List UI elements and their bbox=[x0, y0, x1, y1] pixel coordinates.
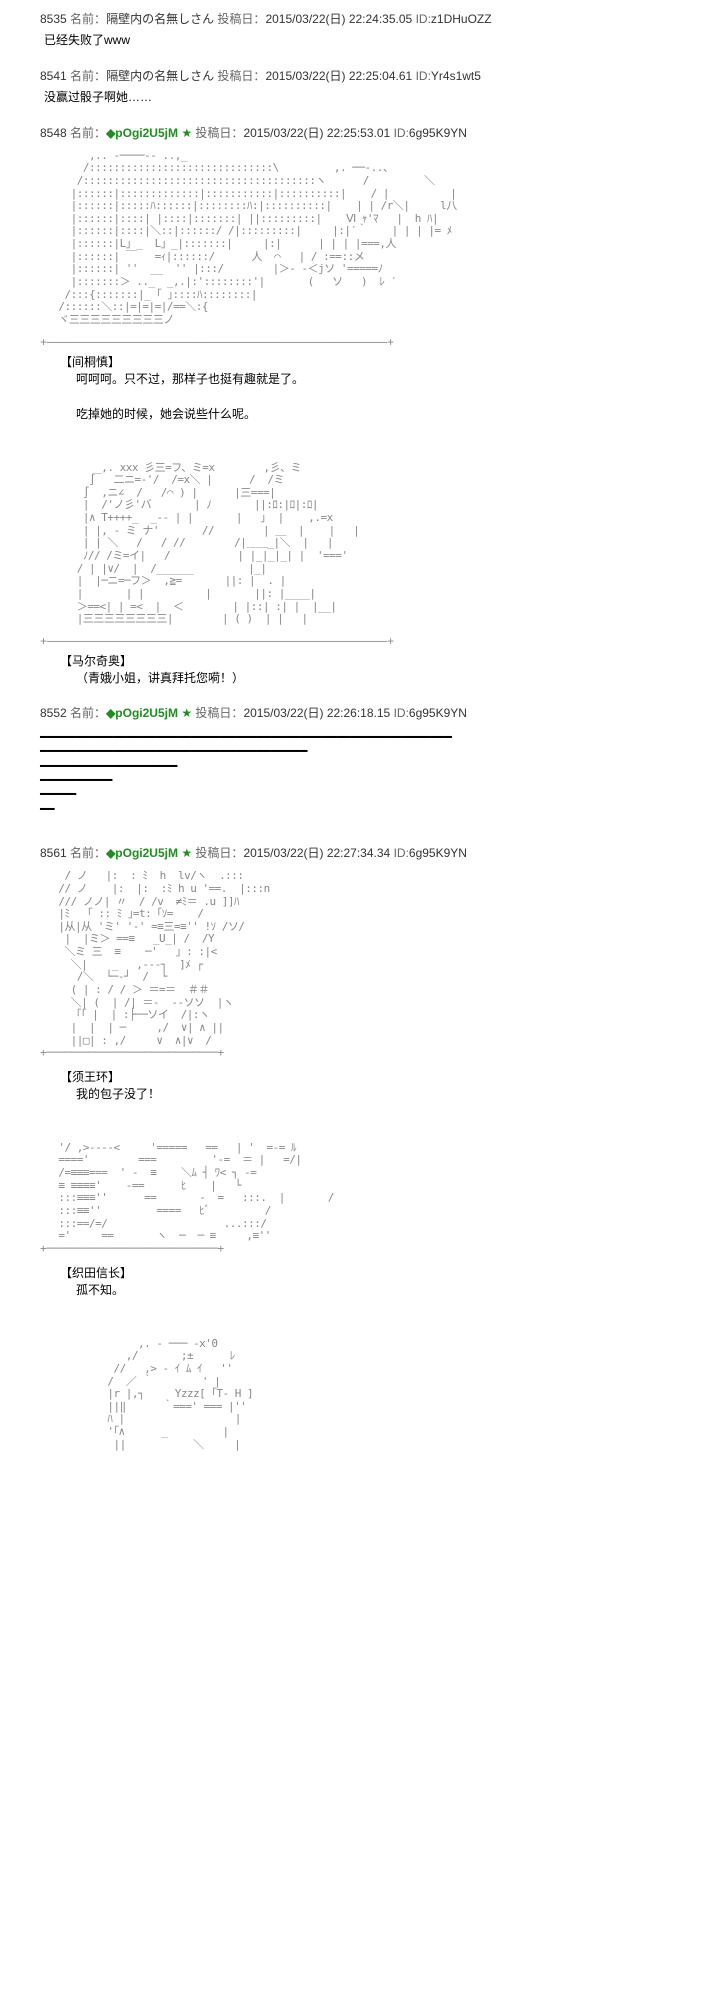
date-label: 投稿日： bbox=[195, 846, 243, 860]
post-id: Yr4s1wt5 bbox=[431, 69, 481, 83]
post-number: 8561 bbox=[40, 846, 67, 860]
post-header: 8548 名前：◆pOgi2U5jM ★ 投稿日：2015/03/22(日) 2… bbox=[40, 124, 684, 142]
character-label: 【须王环】 bbox=[60, 1068, 684, 1085]
post-trip[interactable]: ◆pOgi2U5jM bbox=[106, 706, 178, 720]
post: 8541 名前：隔壁内の名無しさん 投稿日：2015/03/22(日) 22:2… bbox=[40, 67, 684, 106]
date-label: 投稿日： bbox=[195, 126, 243, 140]
name-label: 名前： bbox=[70, 12, 106, 26]
post-trip[interactable]: ◆pOgi2U5jM bbox=[106, 126, 178, 140]
ascii-art: _,. xxx 彡三=フ、ミ=x ,彡、ミ ∫ 二ニ=-'/ /=x＼ | / … bbox=[40, 462, 684, 626]
post-header: 8541 名前：隔壁内の名無しさん 投稿日：2015/03/22(日) 22:2… bbox=[40, 67, 684, 85]
post-date: 2015/03/22(日) 22:26:18.15 bbox=[243, 706, 390, 720]
post-date: 2015/03/22(日) 22:25:04.61 bbox=[265, 69, 412, 83]
post-number: 8535 bbox=[40, 12, 67, 26]
star-icon: ★ bbox=[181, 846, 192, 860]
post-name: 隔壁内の名無しさん bbox=[106, 12, 214, 26]
dialogue-text: （青娥小姐，讲真拜托您嗬！） bbox=[76, 669, 684, 686]
post-date: 2015/03/22(日) 22:25:53.01 bbox=[243, 126, 390, 140]
star-icon: ★ bbox=[181, 126, 192, 140]
post-body: 已经失败了www bbox=[44, 32, 684, 49]
post-date: 2015/03/22(日) 22:24:35.05 bbox=[265, 12, 412, 26]
id-label: ID: bbox=[416, 69, 431, 83]
star-icon: ★ bbox=[181, 706, 192, 720]
post-body: 没赢过骰子啊她…… bbox=[44, 89, 684, 106]
dialogue-text: 我的包子没了！ bbox=[76, 1085, 684, 1102]
dialogue-text: 孤不知。 bbox=[76, 1281, 684, 1298]
ascii-art: / ノ |: : ﾐ h lv/ヽ .::: // ノ |: |: :ﾐ h u… bbox=[40, 870, 684, 1060]
name-label: 名前： bbox=[70, 126, 106, 140]
post-number: 8541 bbox=[40, 69, 67, 83]
post-header: 8535 名前：隔壁内の名無しさん 投稿日：2015/03/22(日) 22:2… bbox=[40, 10, 684, 28]
date-label: 投稿日： bbox=[217, 69, 265, 83]
post-id: 6g95K9YN bbox=[409, 846, 467, 860]
name-label: 名前： bbox=[70, 846, 106, 860]
post: 8548 名前：◆pOgi2U5jM ★ 投稿日：2015/03/22(日) 2… bbox=[40, 124, 684, 686]
post: 8561 名前：◆pOgi2U5jM ★ 投稿日：2015/03/22(日) 2… bbox=[40, 844, 684, 1451]
ascii-art: ,. - ─── -x'0 ,/ ;± ﾚ // ,> - ｲ ﾑ ｲ '' /… bbox=[40, 1338, 684, 1452]
dialogue-text: 呵呵呵。只不过，那样子也挺有趣就是了。 bbox=[76, 370, 684, 387]
id-label: ID: bbox=[416, 12, 431, 26]
ascii-art: '/ ,>----< '===== == | ' =-= ﾙ ====' ===… bbox=[40, 1142, 684, 1256]
id-label: ID: bbox=[394, 846, 409, 860]
post-number: 8552 bbox=[40, 706, 67, 720]
separator-lines: ━━━━━━━━━━━━━━━━━━━━━━━━━━━━━━━━━━━━━━━━… bbox=[40, 730, 684, 816]
name-label: 名前： bbox=[70, 69, 106, 83]
post-header: 8561 名前：◆pOgi2U5jM ★ 投稿日：2015/03/22(日) 2… bbox=[40, 844, 684, 862]
post-trip[interactable]: ◆pOgi2U5jM bbox=[106, 846, 178, 860]
post: 8552 名前：◆pOgi2U5jM ★ 投稿日：2015/03/22(日) 2… bbox=[40, 704, 684, 816]
ascii-art: ,.. -────-- ..,_ /::::::::::::::::::::::… bbox=[40, 150, 684, 327]
post-header: 8552 名前：◆pOgi2U5jM ★ 投稿日：2015/03/22(日) 2… bbox=[40, 704, 684, 722]
post-id: 6g95K9YN bbox=[409, 706, 467, 720]
date-label: 投稿日： bbox=[217, 12, 265, 26]
character-label: 【间桐慎】 bbox=[60, 353, 684, 370]
divider: +───────────────────────────────────────… bbox=[40, 634, 684, 648]
character-label: 【马尔奇奥】 bbox=[60, 652, 684, 669]
post-number: 8548 bbox=[40, 126, 67, 140]
post: 8535 名前：隔壁内の名無しさん 投稿日：2015/03/22(日) 22:2… bbox=[40, 10, 684, 49]
dialogue-text: 吃掉她的时候，她会说些什么呢。 bbox=[76, 405, 684, 422]
divider: +───────────────────────────────────────… bbox=[40, 335, 684, 349]
post-date: 2015/03/22(日) 22:27:34.34 bbox=[243, 846, 390, 860]
id-label: ID: bbox=[394, 126, 409, 140]
name-label: 名前： bbox=[70, 706, 106, 720]
character-label: 【织田信长】 bbox=[60, 1264, 684, 1281]
id-label: ID: bbox=[394, 706, 409, 720]
post-id: 6g95K9YN bbox=[409, 126, 467, 140]
post-id: z1DHuOZZ bbox=[431, 12, 492, 26]
post-name: 隔壁内の名無しさん bbox=[106, 69, 214, 83]
date-label: 投稿日： bbox=[195, 706, 243, 720]
